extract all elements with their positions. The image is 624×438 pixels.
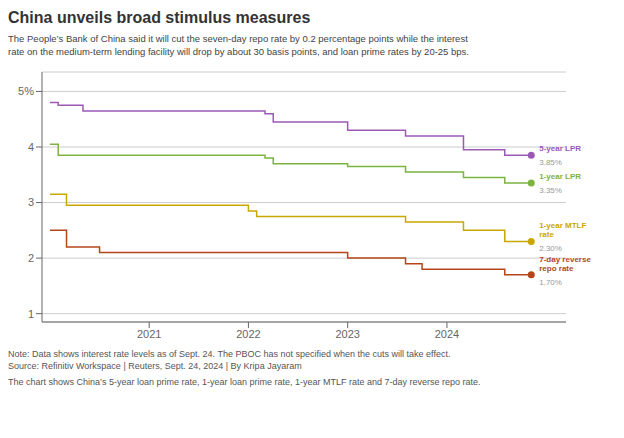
- svg-text:1.70%: 1.70%: [539, 278, 562, 287]
- svg-text:1: 1: [28, 308, 34, 320]
- html-text:The People’s Bank of China sai: The People’s Bank of China said it will …: [8, 33, 469, 57]
- svg-text:4: 4: [28, 141, 34, 153]
- svg-text:2023: 2023: [335, 328, 359, 340]
- svg-text:5%: 5%: [18, 85, 34, 97]
- svg-text:7-day reverserepo rate: 7-day reverserepo rate: [539, 255, 591, 273]
- svg-text:1-year LPR: 1-year LPR: [539, 172, 581, 181]
- svg-text:2021: 2021: [137, 328, 161, 340]
- svg-text:2024: 2024: [435, 328, 459, 340]
- html-text:The chart shows China’s 5-year: The chart shows China’s 5-year loan prim…: [8, 377, 481, 387]
- svg-text:1-year MTLFrate: 1-year MTLFrate: [539, 221, 586, 239]
- svg-text:3.85%: 3.85%: [539, 158, 562, 167]
- svg-text:3.35%: 3.35%: [539, 186, 562, 195]
- html-text:China unveils broad stimulus m: China unveils broad stimulus measures: [8, 9, 311, 26]
- svg-text:3: 3: [28, 196, 34, 208]
- svg-text:2: 2: [28, 252, 34, 264]
- html-text:Note: Data shows interest rate: Note: Data shows interest rate levels as…: [8, 349, 451, 371]
- svg-text:2.30%: 2.30%: [539, 244, 562, 253]
- svg-text:5-year LPR: 5-year LPR: [539, 144, 581, 153]
- svg-text:2022: 2022: [236, 328, 260, 340]
